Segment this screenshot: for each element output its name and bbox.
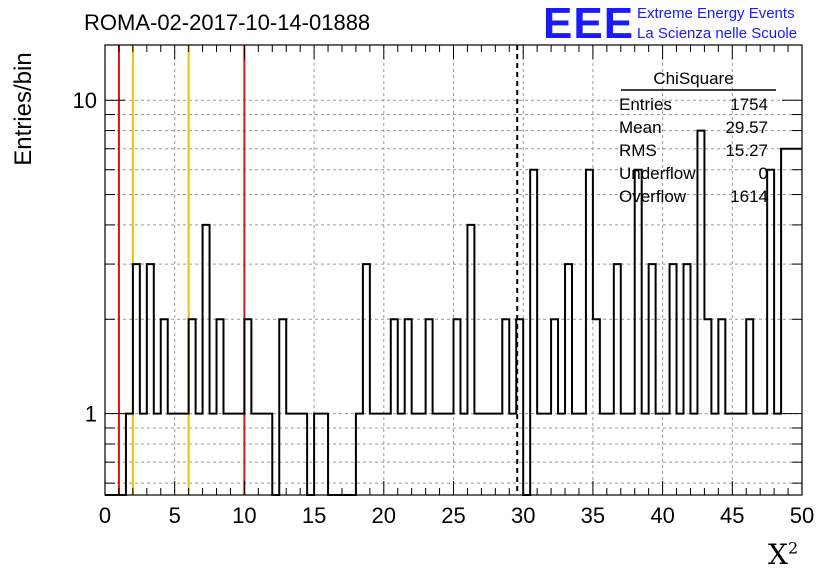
chart-title: ROMA-02-2017-10-14-01888 bbox=[84, 10, 371, 35]
histogram-bars bbox=[105, 129, 802, 496]
y-tick-label: 1 bbox=[85, 402, 97, 427]
stats-row-value: 1614 bbox=[730, 187, 768, 206]
eee-logo: EEE bbox=[543, 0, 635, 48]
x-tick-label: 15 bbox=[302, 503, 326, 528]
x-tick-label: 35 bbox=[581, 503, 605, 528]
x-tick-label: 10 bbox=[232, 503, 256, 528]
y-tick-label: 10 bbox=[73, 88, 97, 113]
stats-row-value: 0 bbox=[759, 164, 768, 183]
stats-box: ChiSquare Entries 1754 Mean 29.57 RMS 15.27 Und… bbox=[619, 69, 776, 206]
stats-row-label: RMS bbox=[619, 141, 657, 160]
x-tick-label: 25 bbox=[441, 503, 465, 528]
stats-row-value: 1754 bbox=[730, 95, 768, 114]
stats-title: ChiSquare bbox=[653, 69, 733, 88]
x-tick-label: 0 bbox=[99, 503, 111, 528]
x-axis-label: X2 bbox=[768, 538, 799, 571]
x-tick-label: 50 bbox=[790, 503, 814, 528]
x-tick-label: 20 bbox=[372, 503, 396, 528]
axes: 0 5 10 15 20 25 30 35 40 45 50 1 10 bbox=[73, 44, 814, 528]
stats-row-value: 15.27 bbox=[725, 141, 768, 160]
x-tick-label: 40 bbox=[650, 503, 674, 528]
x-tick-label: 5 bbox=[169, 503, 181, 528]
logo-text-line2: La Scienza nelle Scuole bbox=[637, 25, 798, 42]
x-tick-label: 45 bbox=[720, 503, 744, 528]
x-tick-label: 30 bbox=[511, 503, 535, 528]
stats-row-label: Overflow bbox=[619, 187, 687, 206]
logo-text-line1: Extreme Energy Events bbox=[637, 5, 795, 22]
stats-row-label: Underflow bbox=[619, 164, 696, 183]
histogram-outline bbox=[105, 129, 802, 496]
stats-row-label: Entries bbox=[619, 95, 672, 114]
stats-row-value: 29.57 bbox=[725, 118, 768, 137]
stats-row-label: Mean bbox=[619, 118, 662, 137]
